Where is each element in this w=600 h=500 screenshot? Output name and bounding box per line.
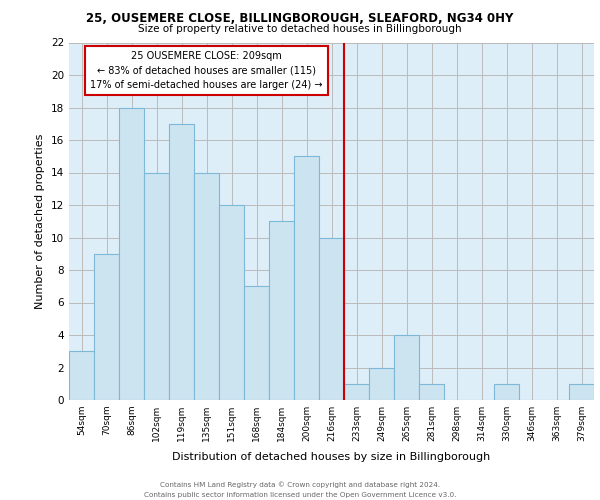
Bar: [569, 384, 594, 400]
Text: 25 OUSEMERE CLOSE: 209sqm
← 83% of detached houses are smaller (115)
17% of semi: 25 OUSEMERE CLOSE: 209sqm ← 83% of detac…: [90, 50, 323, 90]
Y-axis label: Number of detached properties: Number of detached properties: [35, 134, 46, 309]
Bar: [194, 172, 219, 400]
Bar: [94, 254, 119, 400]
Bar: [219, 205, 244, 400]
Bar: [69, 351, 94, 400]
Bar: [269, 221, 294, 400]
Bar: [494, 384, 519, 400]
Bar: [394, 335, 419, 400]
Bar: [344, 384, 369, 400]
Bar: [244, 286, 269, 400]
Bar: [119, 108, 144, 400]
Text: 25, OUSEMERE CLOSE, BILLINGBOROUGH, SLEAFORD, NG34 0HY: 25, OUSEMERE CLOSE, BILLINGBOROUGH, SLEA…: [86, 12, 514, 26]
X-axis label: Distribution of detached houses by size in Billingborough: Distribution of detached houses by size …: [172, 452, 491, 462]
Bar: [294, 156, 319, 400]
Text: Size of property relative to detached houses in Billingborough: Size of property relative to detached ho…: [138, 24, 462, 34]
Text: Contains HM Land Registry data © Crown copyright and database right 2024.
Contai: Contains HM Land Registry data © Crown c…: [144, 482, 456, 498]
Bar: [419, 384, 444, 400]
Bar: [369, 368, 394, 400]
Bar: [319, 238, 344, 400]
Bar: [169, 124, 194, 400]
Bar: [144, 172, 169, 400]
